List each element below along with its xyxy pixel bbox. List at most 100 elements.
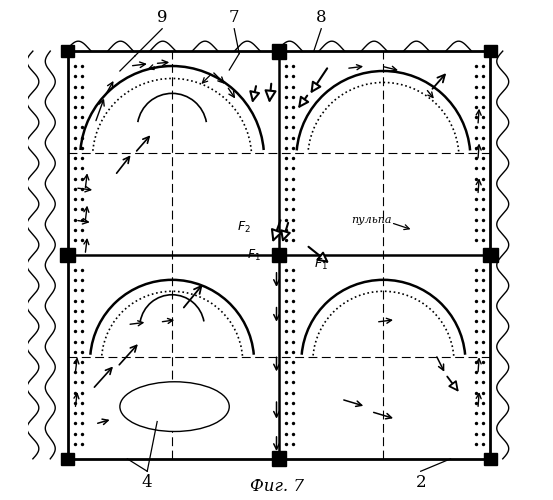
- Point: [472, 338, 481, 345]
- Point: [70, 72, 79, 80]
- Point: [70, 420, 79, 428]
- Point: [77, 103, 86, 111]
- Point: [472, 113, 481, 121]
- Point: [472, 62, 481, 70]
- Point: [281, 338, 290, 345]
- Point: [472, 92, 481, 100]
- Point: [289, 216, 298, 224]
- Point: [472, 185, 481, 193]
- Point: [289, 430, 298, 438]
- Point: [472, 82, 481, 90]
- Point: [479, 82, 488, 90]
- Text: пульпа: пульпа: [351, 215, 391, 225]
- Point: [289, 296, 298, 304]
- Point: [77, 420, 86, 428]
- Point: [479, 92, 488, 100]
- Point: [77, 216, 86, 224]
- Point: [281, 368, 290, 376]
- Point: [77, 62, 86, 70]
- Point: [77, 113, 86, 121]
- Point: [70, 296, 79, 304]
- Point: [70, 134, 79, 141]
- Point: [281, 124, 290, 132]
- Bar: [67, 51, 491, 459]
- Point: [472, 368, 481, 376]
- Point: [289, 164, 298, 172]
- Point: [472, 409, 481, 417]
- Bar: [484, 45, 497, 58]
- Point: [479, 144, 488, 152]
- Point: [281, 348, 290, 356]
- Point: [289, 92, 298, 100]
- Point: [77, 399, 86, 407]
- Point: [472, 296, 481, 304]
- Point: [70, 154, 79, 162]
- Point: [289, 62, 298, 70]
- Point: [77, 338, 86, 345]
- Text: 8: 8: [316, 9, 327, 26]
- Point: [289, 328, 298, 336]
- Point: [289, 124, 298, 132]
- Point: [70, 62, 79, 70]
- Point: [281, 440, 290, 448]
- Point: [479, 195, 488, 203]
- Point: [289, 378, 298, 386]
- Point: [77, 92, 86, 100]
- Point: [472, 307, 481, 315]
- Point: [479, 113, 488, 121]
- Point: [70, 113, 79, 121]
- Point: [479, 409, 488, 417]
- Point: [77, 286, 86, 294]
- Bar: [272, 452, 286, 466]
- Point: [472, 154, 481, 162]
- Point: [289, 144, 298, 152]
- Point: [479, 206, 488, 214]
- Point: [472, 124, 481, 132]
- Point: [77, 368, 86, 376]
- Point: [472, 226, 481, 234]
- Point: [472, 420, 481, 428]
- Point: [289, 348, 298, 356]
- Point: [479, 62, 488, 70]
- Point: [70, 430, 79, 438]
- Point: [472, 317, 481, 325]
- Point: [479, 420, 488, 428]
- Point: [77, 378, 86, 386]
- Point: [472, 348, 481, 356]
- Point: [479, 276, 488, 284]
- Point: [70, 388, 79, 396]
- Point: [281, 286, 290, 294]
- Point: [479, 317, 488, 325]
- Point: [479, 124, 488, 132]
- Point: [281, 62, 290, 70]
- Point: [281, 409, 290, 417]
- Point: [289, 134, 298, 141]
- Point: [281, 266, 290, 274]
- Point: [289, 226, 298, 234]
- Point: [281, 164, 290, 172]
- Bar: [484, 452, 497, 465]
- Point: [472, 440, 481, 448]
- Point: [472, 286, 481, 294]
- Point: [77, 185, 86, 193]
- Point: [472, 236, 481, 244]
- Point: [70, 236, 79, 244]
- Point: [289, 72, 298, 80]
- Point: [472, 195, 481, 203]
- Bar: [272, 44, 286, 59]
- Text: $F_1$: $F_1$: [314, 258, 328, 272]
- Point: [472, 174, 481, 182]
- Bar: [61, 45, 74, 58]
- Point: [77, 82, 86, 90]
- Point: [70, 195, 79, 203]
- Point: [281, 195, 290, 203]
- Point: [77, 134, 86, 141]
- Point: [281, 236, 290, 244]
- Point: [479, 72, 488, 80]
- Point: [289, 236, 298, 244]
- Point: [472, 328, 481, 336]
- Point: [77, 388, 86, 396]
- Text: 4: 4: [142, 474, 153, 491]
- Point: [479, 226, 488, 234]
- Point: [472, 378, 481, 386]
